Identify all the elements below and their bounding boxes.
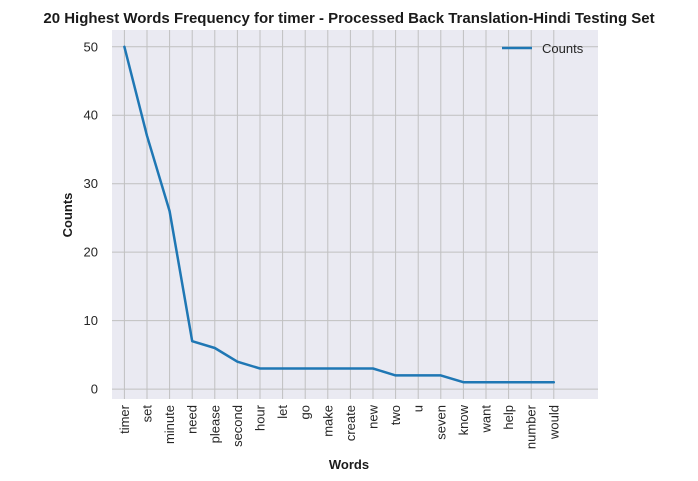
y-tick-label: 30 (84, 176, 98, 191)
y-tick-labels: 0 10 20 30 40 50 (84, 39, 98, 396)
x-tick-label: let (275, 405, 290, 419)
x-tick-label: create (343, 405, 358, 441)
x-tick-label: new (366, 404, 381, 428)
y-tick-label: 0 (91, 382, 98, 397)
chart-title: 20 Highest Words Frequency for timer - P… (43, 10, 654, 27)
x-tick-label: timer (117, 404, 132, 434)
y-tick-label: 10 (84, 313, 98, 328)
x-tick-label: go (298, 405, 313, 419)
y-axis-label: Counts (60, 193, 75, 238)
x-tick-label: two (388, 405, 403, 425)
y-tick-label: 50 (84, 39, 98, 54)
x-tick-label: u (411, 405, 426, 412)
x-tick-label: need (185, 405, 200, 434)
x-tick-label: would (546, 405, 561, 440)
legend: Counts (502, 41, 584, 56)
x-tick-label: know (456, 404, 471, 435)
x-gridlines (123, 30, 555, 399)
y-tick-label: 40 (84, 108, 98, 123)
x-axis-label: Words (329, 457, 369, 472)
x-tick-label: make (320, 405, 335, 437)
legend-label-counts: Counts (542, 41, 584, 56)
y-gridlines (112, 46, 598, 390)
x-tick-label: second (230, 405, 245, 447)
x-tick-label: help (501, 405, 516, 430)
x-tick-label: minute (162, 405, 177, 444)
plot-background (112, 30, 598, 399)
x-tick-labels: timer set minute need please second hour let go m… (117, 404, 561, 449)
x-tick-label: set (140, 405, 155, 423)
x-tick-label: hour (253, 404, 268, 431)
series-counts (123, 45, 556, 384)
x-tick-label: please (207, 405, 222, 443)
x-tick-label: number (524, 404, 539, 449)
x-tick-label: seven (433, 405, 448, 440)
x-tick-label: want (479, 405, 494, 434)
y-tick-label: 20 (84, 245, 98, 260)
series-line-counts (123, 45, 556, 384)
